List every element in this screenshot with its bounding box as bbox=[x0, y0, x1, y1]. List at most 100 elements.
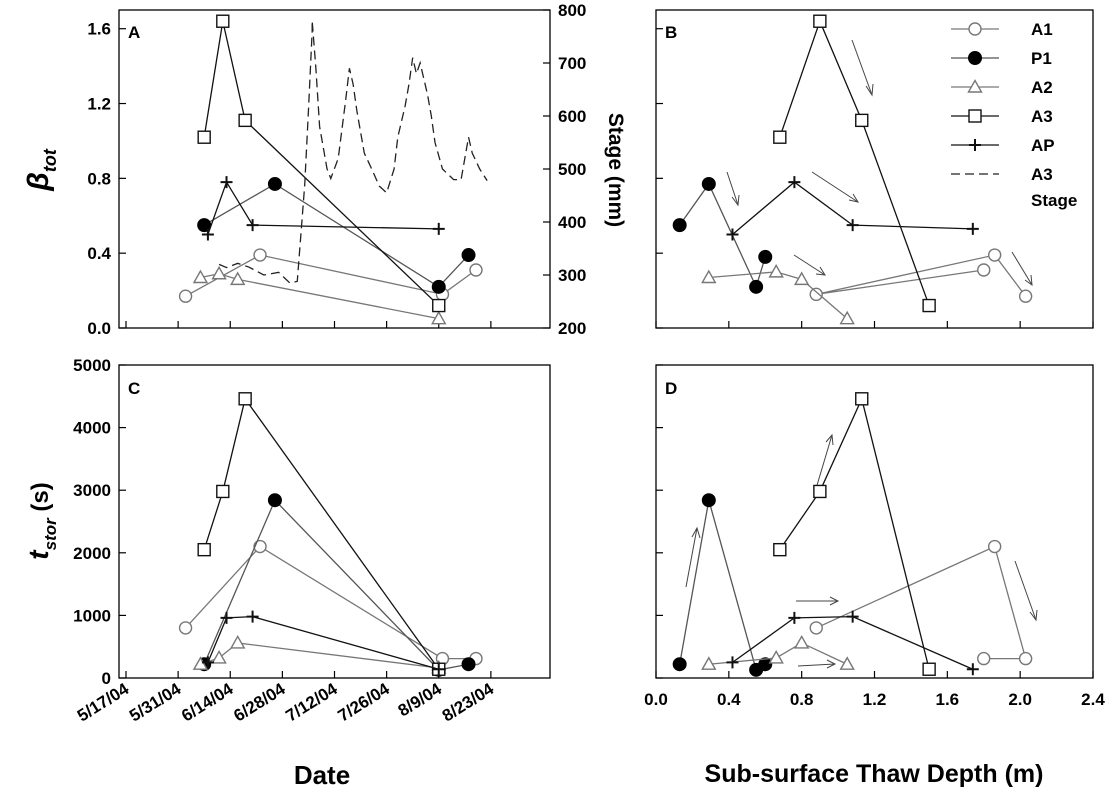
point-ap bbox=[726, 656, 739, 669]
legend-label: A3 bbox=[1031, 165, 1053, 184]
x-tick-label: 7/12/04 bbox=[282, 679, 341, 725]
trend-arrow bbox=[1014, 560, 1038, 622]
point-ap bbox=[966, 663, 979, 676]
point-p1 bbox=[701, 176, 716, 191]
x-tick-label: 1.6 bbox=[936, 690, 960, 709]
y-axis-title-tstor-unit: (s) bbox=[27, 482, 54, 518]
series-line-ap-panel-b bbox=[732, 181, 973, 235]
point-ap bbox=[220, 611, 233, 624]
point-ap bbox=[432, 222, 445, 235]
y-axis-title-beta-main: β bbox=[22, 172, 55, 192]
y-tick-label: 5000 bbox=[73, 356, 111, 375]
legend-marker-p1 bbox=[968, 51, 982, 65]
point-ap bbox=[966, 222, 979, 235]
point-p1 bbox=[749, 279, 764, 294]
trend-arrow bbox=[793, 254, 826, 276]
point-a2 bbox=[839, 656, 855, 670]
trend-arrow bbox=[796, 596, 840, 606]
y-axis-title-beta: βtot bbox=[22, 148, 60, 192]
point-a1 bbox=[253, 248, 267, 262]
y2-axis-title-stage: Stage (mm) bbox=[604, 113, 627, 227]
series-line-a2-panel-a bbox=[200, 273, 439, 320]
legend-label: AP bbox=[1031, 136, 1055, 155]
x-tick-label: 8/23/04 bbox=[439, 679, 498, 725]
point-a3 bbox=[432, 298, 446, 313]
x-tick-label: 2.4 bbox=[1081, 690, 1105, 709]
legend-label: A2 bbox=[1031, 78, 1053, 97]
point-a1 bbox=[809, 621, 823, 635]
trend-arrow bbox=[814, 433, 834, 493]
legend-marker-ap bbox=[969, 139, 981, 151]
point-a2 bbox=[839, 310, 855, 325]
point-a2 bbox=[431, 310, 447, 325]
y-axis-title-beta-sub: tot bbox=[40, 148, 60, 172]
series-line-a2-panel-c bbox=[200, 642, 439, 669]
y2-tick-label: 500 bbox=[558, 160, 586, 179]
y-axis-title-tstor-main: t bbox=[23, 549, 54, 560]
series-line-a1-panel-a bbox=[185, 254, 477, 297]
panel-b-frame bbox=[655, 9, 1094, 329]
series-line-a3-panel-a bbox=[203, 21, 440, 307]
trend-arrow bbox=[726, 171, 740, 207]
y-tick-label: 1.2 bbox=[87, 95, 111, 114]
panel-b-trend-arrows bbox=[726, 39, 1033, 287]
point-a1 bbox=[178, 289, 193, 303]
series-line-a1-panel-b bbox=[816, 254, 1027, 297]
trend-arrow bbox=[1011, 251, 1033, 287]
x-axis-title-date: Date bbox=[294, 760, 350, 790]
point-ap bbox=[220, 176, 233, 189]
point-p1 bbox=[758, 657, 773, 672]
point-a1 bbox=[469, 263, 483, 277]
point-a1 bbox=[1018, 651, 1033, 666]
x-tick-label: 5/31/04 bbox=[126, 679, 185, 725]
series-line-a1-panel-c bbox=[185, 545, 476, 660]
point-a3 bbox=[813, 484, 827, 499]
trend-arrow bbox=[797, 659, 837, 669]
y-axis-title-tstor-sub: stor bbox=[41, 517, 60, 551]
point-a3 bbox=[773, 542, 787, 557]
point-ap bbox=[432, 663, 445, 676]
point-a3 bbox=[216, 14, 230, 28]
point-p1 bbox=[461, 248, 476, 263]
point-a2 bbox=[701, 269, 717, 284]
point-a2 bbox=[211, 650, 227, 664]
series-line-p1-panel-d bbox=[679, 500, 766, 671]
stage-line-a3 bbox=[218, 20, 488, 284]
point-p1 bbox=[267, 176, 282, 191]
x-tick-label: 0.0 bbox=[644, 690, 668, 709]
point-a3 bbox=[813, 14, 827, 28]
y-tick-label: 0.0 bbox=[87, 319, 111, 338]
legend-marker-a1 bbox=[968, 22, 982, 36]
y2-tick-label: 800 bbox=[558, 1, 586, 20]
point-p1 bbox=[672, 218, 687, 233]
y-tick-label: 2000 bbox=[73, 544, 111, 563]
point-a3 bbox=[922, 298, 936, 313]
point-a3 bbox=[855, 113, 869, 128]
point-ap bbox=[846, 219, 859, 232]
point-ap bbox=[788, 611, 801, 624]
panel-b-label: B bbox=[665, 23, 677, 42]
legend-label: P1 bbox=[1031, 49, 1052, 68]
point-p1 bbox=[461, 657, 476, 672]
series-line-a3-panel-b bbox=[779, 19, 930, 306]
point-a3 bbox=[238, 392, 252, 406]
legend-marker-a3 bbox=[968, 109, 982, 123]
series-line-ap-panel-c bbox=[207, 615, 439, 670]
point-a3 bbox=[197, 130, 211, 144]
point-ap bbox=[201, 656, 214, 669]
point-a2 bbox=[793, 635, 810, 649]
x-axis-title-thaw-depth: Sub-surface Thaw Depth (m) bbox=[705, 760, 1044, 788]
trend-arrow bbox=[851, 39, 874, 97]
y-tick-label: 0.8 bbox=[87, 169, 111, 188]
point-ap bbox=[726, 228, 739, 241]
point-a3 bbox=[197, 542, 211, 557]
x-tick-label: 1.2 bbox=[863, 690, 887, 709]
point-a2 bbox=[211, 265, 227, 280]
point-a1 bbox=[987, 539, 1002, 554]
point-a2 bbox=[229, 635, 246, 649]
panel-c-label: C bbox=[128, 379, 140, 398]
point-a3 bbox=[855, 392, 869, 406]
point-p1 bbox=[758, 249, 773, 264]
series-line-a1-panel-d bbox=[815, 545, 1027, 660]
